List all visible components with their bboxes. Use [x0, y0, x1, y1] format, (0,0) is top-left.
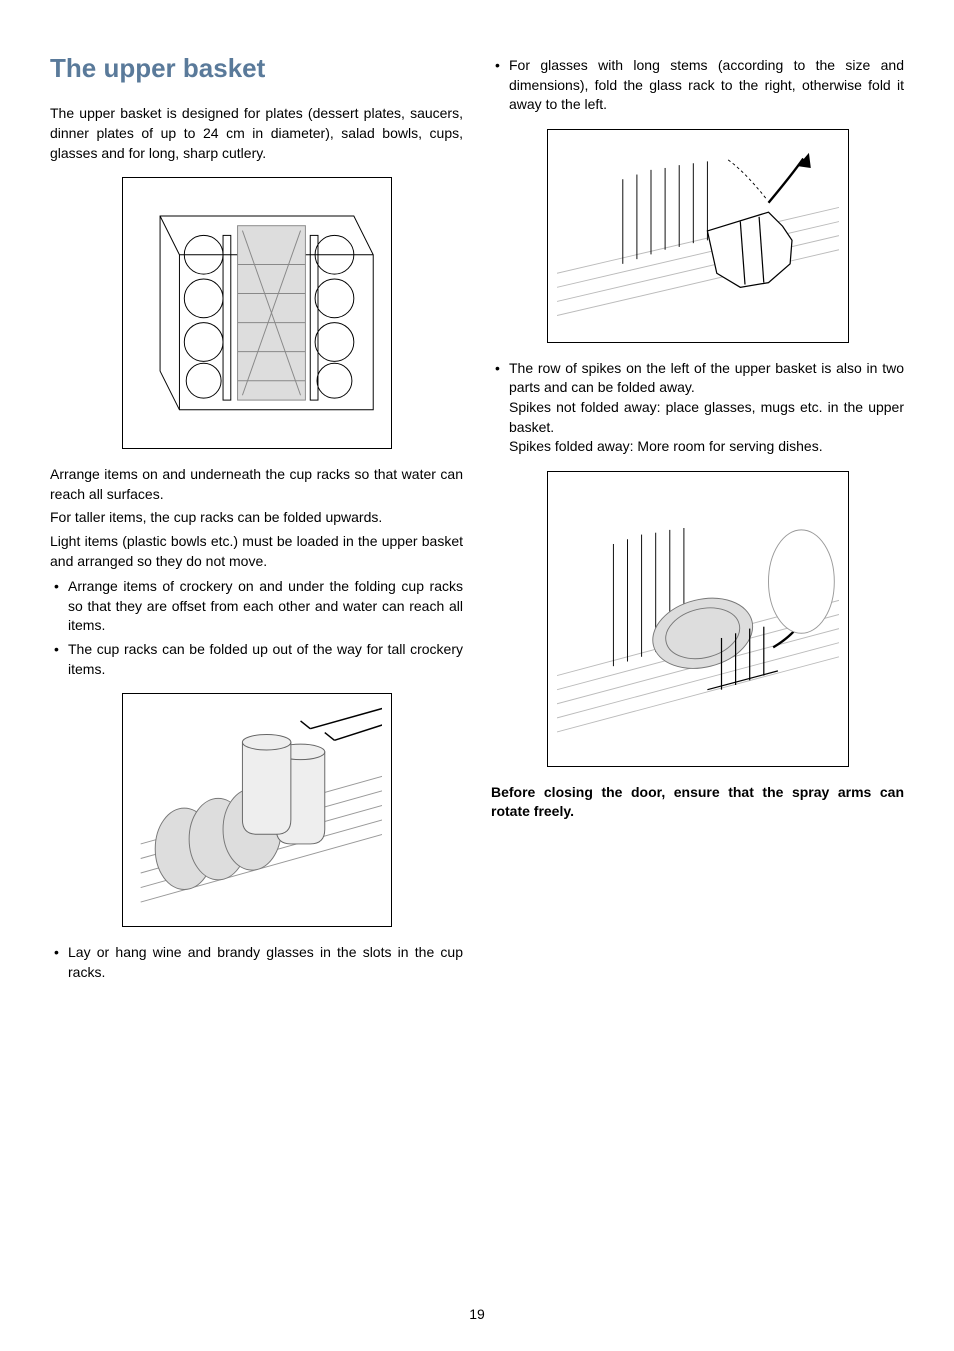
closing-note: Before closing the door, ensure that the…	[491, 783, 904, 822]
bullet-list-crockery: Arrange items of crockery on and under t…	[50, 577, 463, 679]
paragraph-taller: For taller items, the cup racks can be f…	[50, 508, 463, 528]
two-column-layout: The upper basket The upper basket is des…	[50, 50, 904, 990]
left-column: The upper basket The upper basket is des…	[50, 50, 463, 990]
spikes-sub1: Spikes not folded away: place glasses, m…	[509, 398, 904, 437]
list-item: Arrange items of crockery on and under t…	[68, 577, 463, 636]
figure-upper-basket-top	[122, 177, 392, 449]
spikes-fold-icon	[557, 481, 839, 757]
basket-top-view-icon	[131, 186, 383, 440]
figure-cup-racks	[122, 693, 392, 927]
right-column: For glasses with long stems (according t…	[491, 50, 904, 990]
bullet-list-spikes: The row of spikes on the left of the upp…	[491, 359, 904, 457]
list-item: Lay or hang wine and brandy glasses in t…	[68, 943, 463, 982]
figure-spikes-fold	[547, 471, 849, 767]
cup-racks-icon	[131, 701, 383, 919]
intro-paragraph: The upper basket is designed for plates …	[50, 104, 463, 163]
figure-glass-rack	[547, 129, 849, 343]
paragraph-arrange: Arrange items on and underneath the cup …	[50, 465, 463, 504]
paragraph-light-items: Light items (plastic bowls etc.) must be…	[50, 532, 463, 571]
list-item: For glasses with long stems (according t…	[509, 56, 904, 115]
spikes-intro: The row of spikes on the left of the upp…	[509, 360, 904, 396]
spikes-sub2: Spikes folded away: More room for servin…	[509, 437, 904, 457]
list-item: The row of spikes on the left of the upp…	[509, 359, 904, 457]
bullet-list-wine: Lay or hang wine and brandy glasses in t…	[50, 943, 463, 982]
glass-rack-icon	[557, 136, 839, 335]
bullet-list-glasses-stems: For glasses with long stems (according t…	[491, 56, 904, 115]
list-item: The cup racks can be folded up out of th…	[68, 640, 463, 679]
page-number: 19	[0, 1305, 954, 1325]
section-heading: The upper basket	[50, 50, 463, 86]
